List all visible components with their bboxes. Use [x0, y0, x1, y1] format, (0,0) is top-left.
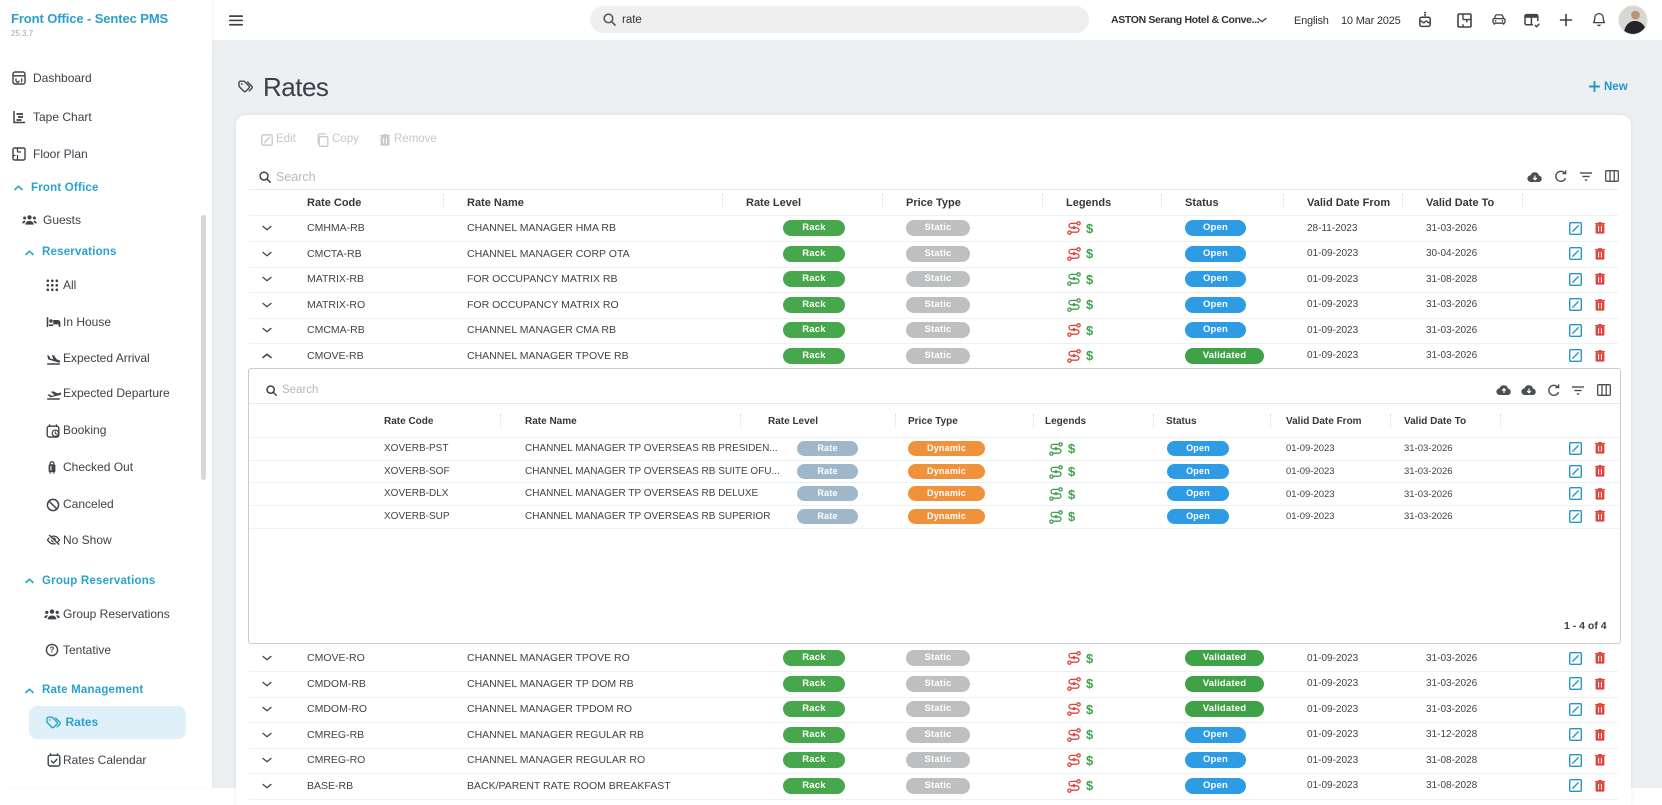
svg-text:?: ?: [50, 646, 55, 655]
